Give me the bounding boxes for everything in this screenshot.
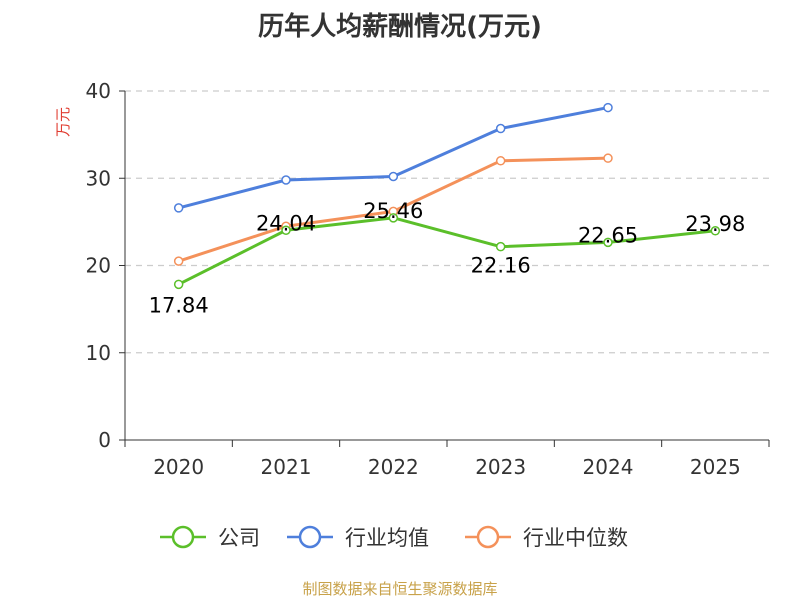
series-lines bbox=[173, 102, 721, 290]
x-tick-label: 2025 bbox=[690, 455, 741, 479]
y-tick-label: 30 bbox=[86, 166, 111, 190]
data-label: 23.98 bbox=[685, 212, 745, 236]
x-tick-label: 2024 bbox=[583, 455, 634, 479]
company-point bbox=[173, 279, 184, 290]
industry_avg-point bbox=[495, 123, 506, 134]
company-point bbox=[281, 225, 291, 236]
industry_median-point bbox=[603, 153, 613, 163]
company-line bbox=[177, 216, 716, 286]
legend-label: 公司 bbox=[218, 526, 260, 550]
data-label: 17.84 bbox=[149, 293, 209, 317]
data-label: 24.04 bbox=[256, 211, 316, 235]
y-tick-label: 0 bbox=[98, 428, 111, 452]
industry_avg-line bbox=[178, 106, 609, 210]
industry_avg-point bbox=[603, 102, 613, 113]
x-tick-label: 2023 bbox=[475, 455, 526, 479]
company-point bbox=[495, 241, 506, 252]
industry_median-point bbox=[173, 256, 184, 266]
company-point bbox=[710, 226, 721, 236]
industry_avg-point bbox=[281, 175, 291, 185]
legend-swatch-marker bbox=[298, 525, 322, 549]
data-label: 22.65 bbox=[578, 223, 638, 247]
legend-item-industry_median[interactable]: 行业中位数 bbox=[465, 525, 628, 550]
x-tick-label: 2022 bbox=[368, 455, 419, 479]
y-axis-label: 万元 bbox=[54, 107, 72, 137]
legend[interactable]: 公司 行业均值 行业中位数 bbox=[160, 525, 628, 550]
source-note: 制图数据来自恒生聚源数据库 bbox=[302, 580, 498, 598]
legend-swatch-marker bbox=[171, 525, 195, 549]
data-label: 22.16 bbox=[471, 254, 531, 278]
legend-item-industry_avg[interactable]: 行业均值 bbox=[287, 525, 429, 550]
y-tick-label: 10 bbox=[86, 341, 111, 365]
legend-swatch-marker bbox=[476, 525, 500, 549]
x-tick-label: 2021 bbox=[261, 455, 312, 479]
y-tick-label: 40 bbox=[86, 79, 111, 103]
legend-label: 行业中位数 bbox=[523, 526, 628, 550]
industry_avg-point bbox=[388, 171, 399, 182]
y-tick-label: 20 bbox=[86, 254, 111, 278]
legend-label: 行业均值 bbox=[345, 526, 429, 550]
company-point bbox=[388, 213, 399, 223]
data-labels: 17.84 24.04 25.46 22.16 22.65 23.98 bbox=[149, 199, 746, 317]
data-label: 25.46 bbox=[363, 199, 423, 223]
company-point bbox=[603, 237, 613, 248]
industry_avg-point bbox=[173, 203, 184, 213]
industry_median-point bbox=[495, 156, 506, 166]
legend-item-company[interactable]: 公司 bbox=[160, 525, 260, 550]
x-tick-label: 2020 bbox=[153, 455, 204, 479]
axes: 0 10 20 30 40 2020 2021 2022 2023 2024 2025 万元 bbox=[54, 79, 770, 479]
chart-title: 历年人均薪酬情况(万元) bbox=[258, 12, 542, 42]
gridlines bbox=[125, 90, 769, 354]
